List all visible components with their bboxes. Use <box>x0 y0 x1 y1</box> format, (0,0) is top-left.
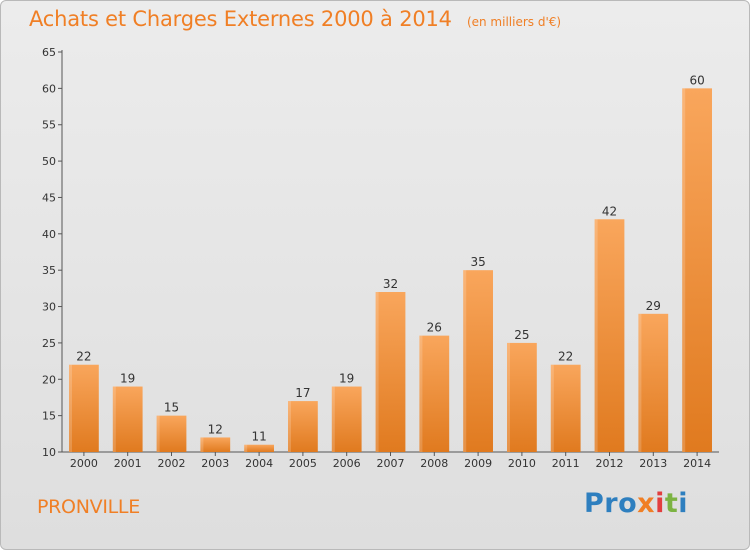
x-tick-label: 2010 <box>508 457 536 470</box>
bar <box>463 270 493 452</box>
y-tick-label: 65 <box>42 46 56 59</box>
y-tick-label: 35 <box>42 264 56 277</box>
brand-part-1: Pro <box>584 488 638 519</box>
chart-header: Achats et Charges Externes 2000 à 2014 (… <box>29 7 561 31</box>
value-label: 19 <box>120 372 135 386</box>
y-tick-label: 10 <box>42 446 56 459</box>
bar-highlight <box>69 364 73 452</box>
x-tick-label: 2009 <box>464 457 492 470</box>
bar <box>69 364 99 452</box>
bar <box>331 386 362 452</box>
bar <box>288 401 318 452</box>
value-label: 26 <box>427 321 442 335</box>
bar-highlight <box>156 415 160 452</box>
bar <box>112 386 143 452</box>
y-tick-label: 20 <box>42 373 56 386</box>
bar <box>375 292 406 452</box>
value-label: 12 <box>208 422 223 436</box>
x-tick-label: 2012 <box>596 457 624 470</box>
value-label: 17 <box>295 386 310 400</box>
y-tick-label: 55 <box>42 119 56 132</box>
bar-highlight <box>419 335 423 452</box>
y-tick-label: 25 <box>42 337 56 350</box>
x-tick-label: 2002 <box>158 457 186 470</box>
brand-part-4: t <box>664 488 679 519</box>
x-tick-label: 2001 <box>114 457 142 470</box>
y-tick-label: 15 <box>42 410 56 423</box>
chart-subtitle: (en milliers d'€) <box>466 15 562 29</box>
y-tick-label: 30 <box>42 301 56 314</box>
value-label: 29 <box>646 299 661 313</box>
bar <box>638 313 669 452</box>
y-tick-label: 50 <box>42 155 56 168</box>
brand-part-3: i <box>655 488 665 519</box>
brand-part-5: i <box>678 488 689 519</box>
bar <box>419 335 450 452</box>
x-tick-label: 2011 <box>552 457 580 470</box>
bar <box>156 415 187 452</box>
chart-title: Achats et Charges Externes 2000 à 2014 <box>29 7 452 31</box>
value-label: 22 <box>76 350 91 364</box>
bar-highlight <box>244 444 248 452</box>
bar-highlight <box>638 313 642 452</box>
x-tick-label: 2005 <box>289 457 317 470</box>
bar <box>682 88 712 452</box>
commune-name: PRONVILLE <box>37 496 140 518</box>
x-tick-label: 2003 <box>201 457 229 470</box>
bar-highlight <box>331 386 335 452</box>
x-tick-label: 2008 <box>420 457 448 470</box>
bar <box>594 219 625 452</box>
x-tick-label: 2013 <box>639 457 667 470</box>
y-tick-label: 45 <box>42 191 56 204</box>
value-label: 32 <box>383 277 398 291</box>
bar-highlight <box>375 292 379 452</box>
bar-highlight <box>594 219 598 452</box>
bar-highlight <box>550 364 554 452</box>
x-tick-label: 2000 <box>70 457 98 470</box>
value-label: 42 <box>602 204 617 218</box>
brand-part-2: x <box>637 488 656 519</box>
bar <box>507 342 537 452</box>
y-tick-label: 40 <box>42 228 56 241</box>
value-label: 15 <box>164 401 179 415</box>
value-label: 35 <box>470 255 485 269</box>
value-label: 22 <box>558 350 573 364</box>
bar-highlight <box>112 386 116 452</box>
y-tick-label: 60 <box>42 82 56 95</box>
value-label: 25 <box>514 328 529 342</box>
bar-highlight <box>463 270 467 452</box>
x-tick-label: 2006 <box>333 457 361 470</box>
brand-logo: Proxiti <box>584 488 688 519</box>
x-tick-label: 2014 <box>683 457 711 470</box>
bar-highlight <box>288 401 292 452</box>
bar <box>550 364 581 452</box>
value-label: 11 <box>251 430 266 444</box>
x-tick-label: 2007 <box>377 457 405 470</box>
bar-highlight <box>507 342 511 452</box>
x-tick-label: 2004 <box>245 457 273 470</box>
bar-highlight <box>682 88 686 452</box>
value-label: 19 <box>339 372 354 386</box>
bar-highlight <box>200 437 204 452</box>
value-label: 60 <box>689 73 704 87</box>
bar <box>200 437 231 452</box>
bar <box>244 444 274 452</box>
